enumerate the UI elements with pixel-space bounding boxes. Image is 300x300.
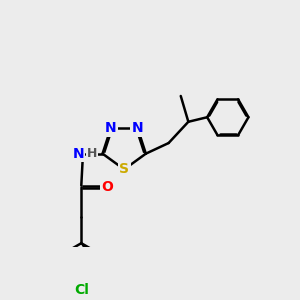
Text: H: H bbox=[86, 147, 97, 160]
Text: S: S bbox=[119, 162, 129, 176]
Text: O: O bbox=[101, 180, 113, 194]
Text: N: N bbox=[105, 121, 117, 135]
Text: Cl: Cl bbox=[74, 283, 89, 297]
Text: N: N bbox=[72, 147, 84, 161]
Text: N: N bbox=[132, 121, 143, 135]
